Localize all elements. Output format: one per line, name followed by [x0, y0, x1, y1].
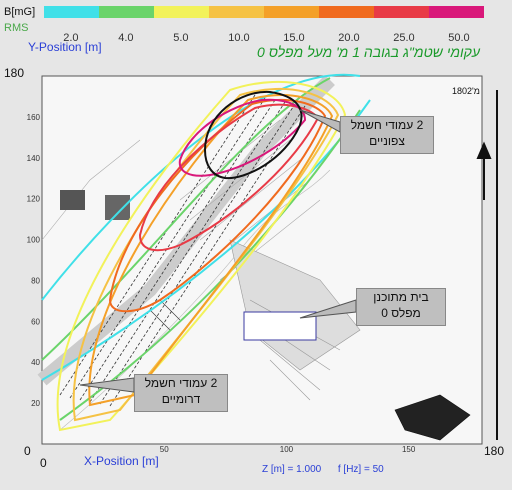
callout-south-line2: דרומיים: [161, 392, 201, 406]
contour-50mG: [178, 98, 307, 177]
legend-swatch: [99, 6, 154, 18]
legend-value: 25.0: [393, 32, 415, 44]
axis-ticks: 50 100 150 20 40 60 80 100 120 140 160: [27, 113, 416, 454]
y-min-label: 0: [24, 444, 31, 458]
chart-title: עקומי שטמ"ג בגובה 1 מ' מעל מפלס 0: [257, 44, 480, 60]
callout-north-line1: 2 עמודי חשמל: [350, 118, 424, 132]
legend-value: 5.0: [173, 32, 189, 44]
callout-planned-house: בית מתוכנן מפלס 0: [356, 288, 446, 326]
contour-20mG: [108, 98, 327, 313]
legend-value: 10.0: [228, 32, 250, 44]
y-axis-title: Y-Position [m]: [28, 40, 102, 54]
legend-value: 4.0: [118, 32, 134, 44]
legend-swatch: [319, 6, 374, 18]
callout-south-line1: 2 עמודי חשמל: [144, 376, 218, 390]
callout-pointers: [79, 109, 357, 393]
north-arrow-icon: [476, 141, 492, 200]
y-tick-label: 60: [31, 317, 40, 326]
y-tick-label: 100: [27, 236, 41, 245]
unit-label: B[mG]: [4, 6, 36, 18]
x-axis-title: X-Position [m]: [84, 454, 159, 468]
y-tick-label: 40: [31, 358, 40, 367]
rms-label: RMS: [4, 22, 29, 34]
y-tick-label: 160: [27, 113, 41, 122]
color-legend: 2.0 4.0 5.0 10.0 15.0 20.0 25.0 50.0: [44, 6, 484, 44]
footer-params: Z [m] = 1.000 f [Hz] = 50: [262, 464, 384, 475]
x-tick-label: 100: [280, 445, 294, 454]
x-min-label: 0: [40, 456, 47, 470]
contour-4mG: [41, 77, 361, 421]
y-tick-label: 120: [27, 195, 41, 204]
callout-north-line2: צפוניים: [369, 134, 405, 148]
legend-swatch: [429, 6, 484, 18]
legend-value: 2.0: [63, 32, 79, 44]
callout-house-line2: מפלס 0: [381, 306, 421, 320]
callout-house-line1: בית מתוכנן: [373, 290, 429, 304]
x-tick-label: 150: [402, 445, 416, 454]
legend-value: 15.0: [283, 32, 305, 44]
x-tick-label: 50: [160, 445, 169, 454]
contour-inner-black: [203, 90, 303, 180]
legend-value: 50.0: [448, 32, 470, 44]
z-param: Z [m] = 1.000: [262, 464, 322, 475]
contour-15mG: [88, 94, 334, 407]
map-corner-label: 180מ'2: [452, 86, 480, 96]
x-max-label: 180: [484, 444, 505, 458]
legend-swatch: [209, 6, 264, 18]
legend-swatch: [264, 6, 319, 18]
callout-north-towers: 2 עמודי חשמל צפוניים: [340, 116, 434, 154]
callout-south-towers: 2 עמודי חשמל דרומיים: [134, 374, 228, 412]
freq-param: f [Hz] = 50: [337, 464, 384, 475]
contour-5mG: [56, 80, 347, 432]
y-tick-label: 140: [27, 154, 41, 163]
y-tick-label: 20: [31, 399, 40, 408]
y-max-label: 180: [4, 66, 25, 80]
y-tick-label: 80: [31, 276, 40, 285]
legend-value: 20.0: [338, 32, 360, 44]
legend-swatch: [374, 6, 429, 18]
legend-swatch: [44, 6, 99, 18]
legend-swatch: [154, 6, 209, 18]
